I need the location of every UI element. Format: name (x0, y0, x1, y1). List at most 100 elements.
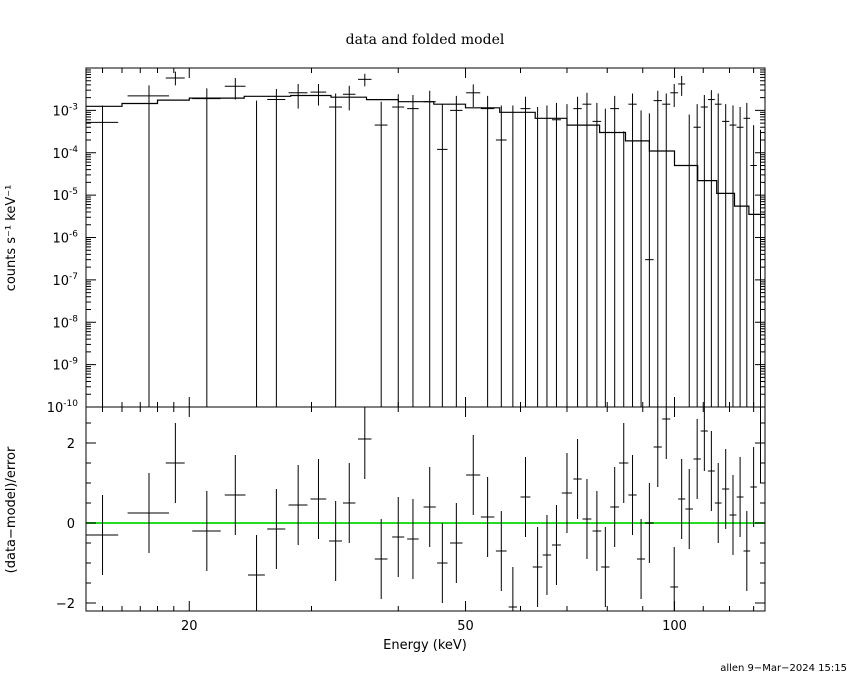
residual-point (707, 431, 715, 511)
residual-point (653, 407, 662, 487)
residual-point (685, 469, 693, 549)
x-tick-label: 20 (181, 619, 198, 634)
data-point (357, 73, 372, 87)
residual-point (729, 475, 737, 555)
residual-point (450, 503, 463, 583)
data-point (693, 104, 701, 407)
model-curve (86, 94, 765, 215)
residual-point (508, 567, 517, 611)
residual-point (722, 449, 730, 529)
data-point (582, 92, 592, 407)
residual-point (662, 407, 671, 459)
residual-point (610, 467, 620, 547)
residual-point (329, 501, 343, 581)
y-tick-label: 10-6 (52, 230, 78, 247)
data-point (374, 101, 388, 407)
data-point (542, 105, 552, 408)
chart-title: data and folded model (346, 32, 505, 48)
y-tick-label: 10-9 (52, 357, 78, 374)
y-tick-label: −2 (56, 597, 75, 612)
top-panel-ticks: 10-3 10-4 10-5 10-6 10-7 10-8 10-9 10-10 (47, 67, 765, 611)
data-points (86, 71, 764, 408)
residual-point (392, 497, 405, 577)
residual-point (561, 453, 573, 533)
y-tick-label: 10-4 (52, 145, 78, 162)
data-point (714, 93, 722, 407)
x-axis-label: Energy (keV) (383, 638, 467, 653)
data-point (678, 75, 686, 96)
data-point (495, 105, 507, 407)
residual-point (495, 511, 507, 591)
data-point (392, 94, 405, 407)
y-tick-label: 10-10 (47, 399, 79, 416)
residual-point (714, 463, 722, 543)
bottom-panel-frame (85, 406, 766, 612)
residual-point (86, 495, 119, 575)
data-point (224, 78, 246, 100)
data-point (342, 85, 356, 111)
residual-point (165, 423, 185, 503)
residual-point (551, 505, 561, 585)
model-step-curve (86, 94, 765, 215)
data-point (707, 90, 715, 407)
residual-point (592, 491, 602, 571)
residual-point (757, 407, 764, 483)
residual-point (423, 467, 436, 547)
data-point (520, 96, 531, 407)
data-point (700, 95, 708, 407)
residual-point (601, 527, 610, 607)
residual-point (670, 547, 679, 611)
residual-point (693, 419, 701, 499)
y-tick-label: 10-5 (52, 187, 78, 204)
data-point (310, 83, 327, 106)
data-point (573, 96, 582, 407)
data-point (601, 108, 610, 408)
residual-point (437, 523, 448, 603)
data-point (532, 107, 543, 408)
residual-point (700, 407, 708, 471)
data-point (466, 84, 481, 108)
data-point (192, 88, 221, 407)
data-point (480, 95, 495, 407)
residual-point (582, 479, 592, 559)
data-point (267, 88, 286, 407)
data-point (628, 93, 637, 407)
data-point (645, 113, 654, 407)
data-point (637, 110, 646, 408)
data-point (743, 102, 751, 407)
x-tick-label: 50 (457, 619, 474, 634)
data-point (610, 95, 620, 407)
data-point (653, 90, 662, 407)
data-point (551, 102, 561, 407)
data-point (247, 100, 265, 408)
residual-point (267, 489, 286, 569)
y-tick-label: 10-8 (52, 314, 78, 331)
data-point (729, 105, 737, 407)
data-point (407, 95, 419, 407)
data-point (423, 90, 436, 407)
residual-point (520, 457, 531, 537)
data-point (619, 131, 629, 408)
data-point (561, 104, 573, 408)
y-tick-label: 0 (67, 517, 75, 532)
residual-point (619, 423, 629, 503)
residual-point (288, 465, 308, 545)
data-point (670, 83, 679, 108)
footer-credit: allen 9−Mar−2024 15:15 (720, 663, 847, 674)
data-point (662, 93, 671, 407)
residual-point (247, 535, 265, 611)
top-y-axis-label: counts s⁻¹ keV⁻¹ (4, 185, 19, 292)
residual-point (407, 499, 419, 579)
top-panel-data-and-model: 10-3 10-4 10-5 10-6 10-7 10-8 10-9 10-10 (47, 67, 766, 611)
residual-point (736, 457, 744, 537)
bottom-y-axis-label: (data−model)/error (4, 446, 19, 573)
residual-point (342, 463, 356, 543)
y-tick-label: 10-7 (52, 272, 78, 289)
residual-point (192, 491, 221, 571)
residual-point (374, 519, 388, 599)
data-point (508, 105, 517, 408)
residual-point (743, 511, 751, 591)
residual-point (127, 473, 169, 553)
